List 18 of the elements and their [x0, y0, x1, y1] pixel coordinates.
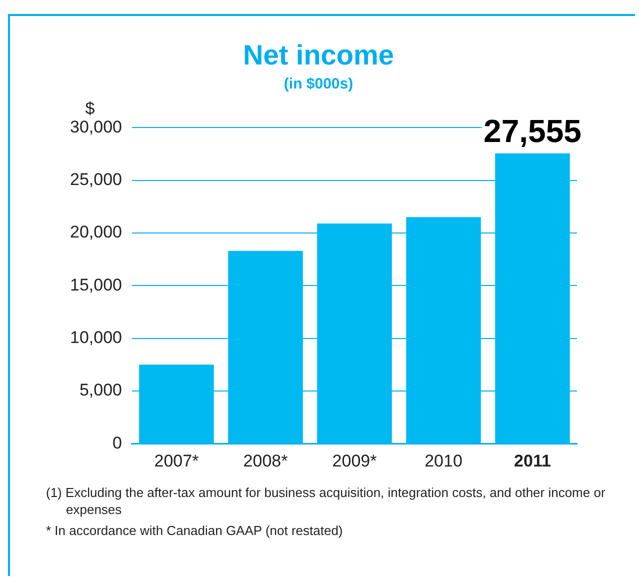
y-tick-label: 5,000	[79, 380, 122, 400]
text: * In accordance with Canadian GAAP (not restated)	[46, 522, 344, 539]
y-tick-label: 0	[112, 433, 122, 452]
x-tick-label: 2011	[514, 451, 551, 470]
x-tick-label: 2010	[424, 451, 462, 470]
y-tick-label: 30,000	[70, 117, 122, 136]
x-tick-label: 2008*	[243, 451, 288, 470]
y-tick-label: 20,000	[70, 222, 122, 242]
y-axis-title: $	[85, 98, 96, 118]
y-tick-label: 15,000	[70, 275, 122, 294]
chart-title: Net income	[243, 40, 394, 71]
y-tick-label: 10,000	[70, 328, 122, 347]
x-tick-label: 2007*	[154, 451, 200, 470]
data-label: 27,555	[484, 113, 582, 150]
text: (1) Excluding the after-tax amount for business acquisition, integration costs, and other income or expenses	[46, 484, 606, 518]
x-tick-label: 2009*	[332, 451, 378, 470]
y-tick-label: 25,000	[70, 170, 122, 189]
chart-subtitle: (in $000s)	[284, 76, 354, 93]
